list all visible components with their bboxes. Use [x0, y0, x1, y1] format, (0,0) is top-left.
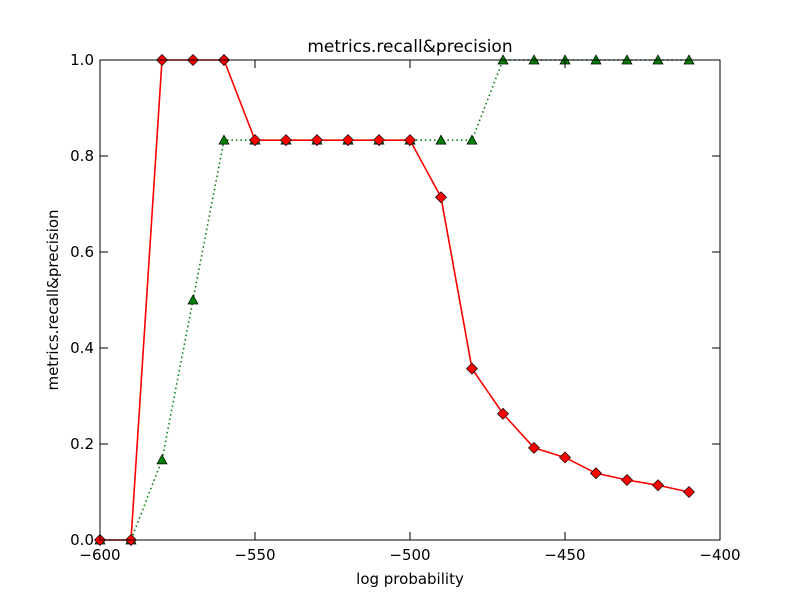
series-1-point	[652, 479, 664, 492]
series-0-point	[435, 134, 447, 145]
x-tick-label: −450	[544, 546, 585, 564]
series-1-point	[311, 134, 323, 147]
series-1-point	[621, 474, 633, 486]
series-0-point	[466, 134, 478, 145]
series-1-point	[342, 134, 354, 147]
y-tick-label: 0.6	[70, 243, 94, 261]
plot-frame	[99, 59, 721, 541]
y-tick-label: 0.4	[70, 339, 94, 357]
tick-layer: −600 −550 −500 −450 −400 0.0 0.2 0.4 0.6 0.8 1.0	[70, 51, 740, 564]
series-1-point	[435, 191, 447, 204]
y-tick-label: 0.2	[70, 435, 94, 453]
y-tick-label: 0.8	[70, 147, 94, 165]
x-tick-label: −600	[79, 546, 120, 564]
series-1-point	[559, 451, 571, 464]
series-1-point	[404, 134, 416, 147]
series-1-point	[497, 407, 509, 420]
y-axis-label: metrics.recall&precision	[44, 209, 62, 390]
x-tick-label: −400	[699, 546, 740, 564]
series-0-point	[156, 454, 168, 465]
y-tick-label: 1.0	[70, 51, 94, 69]
x-tick-label: −500	[389, 546, 430, 564]
series-1-point	[373, 134, 385, 147]
series-1-point	[528, 441, 540, 454]
series-1-point	[590, 467, 602, 480]
series-1-point	[249, 134, 261, 147]
series-1-point	[280, 134, 292, 147]
series-0-point	[187, 294, 199, 305]
x-tick-label: −550	[234, 546, 275, 564]
series-layer	[94, 54, 695, 546]
chart-title: metrics.recall&precision	[307, 37, 512, 57]
series-1-point	[466, 362, 478, 375]
series-1-point	[683, 486, 695, 498]
y-tick-label: 0.0	[70, 531, 94, 549]
series-0-point	[218, 134, 230, 145]
x-axis-label: log probability	[356, 570, 464, 588]
